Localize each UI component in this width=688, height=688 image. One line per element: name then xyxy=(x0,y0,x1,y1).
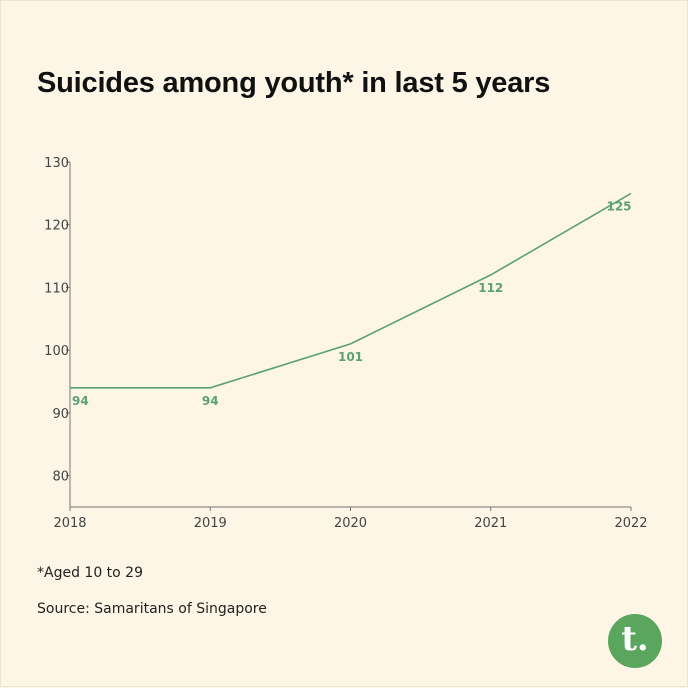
data-label: 101 xyxy=(338,350,363,364)
data-label: 94 xyxy=(72,394,89,408)
y-ticks: 80 90 100 110 120 130 xyxy=(44,156,70,485)
series-line xyxy=(70,192,632,389)
y-tick-label: 120 xyxy=(44,219,69,234)
footnote: *Aged 10 to 29 xyxy=(37,565,143,581)
x-tick-label: 2021 xyxy=(474,516,507,531)
brand-logo-letter: t. xyxy=(621,619,649,659)
x-tick-label: 2019 xyxy=(194,516,227,531)
x-tick-label: 2022 xyxy=(614,516,647,531)
y-tick-label: 100 xyxy=(44,344,69,359)
data-label: 112 xyxy=(478,281,503,295)
data-label: 94 xyxy=(202,394,219,408)
chart-title: Suicides among youth* in last 5 years xyxy=(37,67,551,99)
x-tick-label: 2018 xyxy=(53,516,86,531)
y-tick-label: 90 xyxy=(52,407,69,422)
y-tick-label: 130 xyxy=(44,156,69,171)
brand-logo: t. xyxy=(608,614,662,668)
x-ticks: 2018 2019 2020 2021 2022 xyxy=(53,507,648,531)
x-tick-label: 2020 xyxy=(334,516,367,531)
data-labels: 94 94 101 112 125 xyxy=(72,199,632,407)
data-label: 125 xyxy=(606,199,631,213)
y-tick-label: 80 xyxy=(52,470,69,485)
y-tick-label: 110 xyxy=(44,281,69,296)
source-note: Source: Samaritans of Singapore xyxy=(37,601,267,617)
